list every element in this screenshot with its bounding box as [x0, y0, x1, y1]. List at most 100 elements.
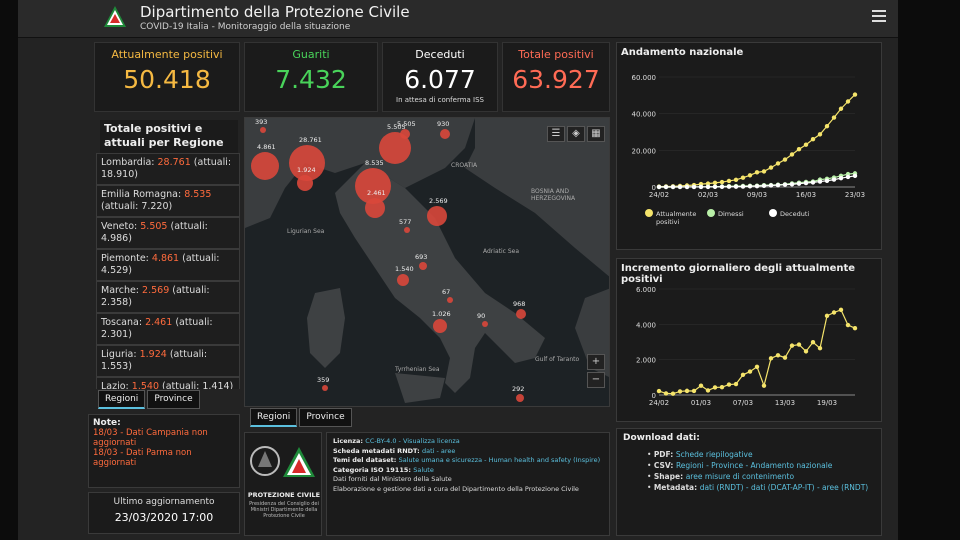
data-point[interactable]	[677, 389, 683, 394]
map-bubble[interactable]	[516, 394, 524, 402]
data-point[interactable]	[838, 307, 844, 313]
data-point[interactable]	[782, 355, 788, 360]
data-point[interactable]	[796, 181, 802, 186]
data-point[interactable]	[789, 343, 795, 348]
region-item[interactable]: Marche: 2.569 (attuali: 2.358)	[96, 281, 240, 313]
data-point[interactable]	[824, 313, 830, 319]
data-point[interactable]	[810, 137, 816, 142]
map-tab-regioni[interactable]: Regioni	[250, 408, 298, 427]
data-point[interactable]	[782, 182, 788, 187]
zoom-in-button[interactable]: +	[587, 354, 605, 370]
data-point[interactable]	[719, 179, 725, 185]
data-point[interactable]	[754, 364, 760, 369]
data-point[interactable]	[740, 184, 746, 189]
data-point[interactable]	[845, 99, 851, 104]
map-bubble[interactable]	[419, 262, 427, 270]
map-bubble[interactable]	[516, 309, 526, 319]
data-point[interactable]	[705, 184, 711, 190]
data-point[interactable]	[726, 178, 732, 184]
data-point[interactable]	[733, 177, 739, 183]
data-point[interactable]	[754, 183, 760, 189]
data-point[interactable]	[817, 132, 823, 137]
data-point[interactable]	[656, 184, 662, 190]
data-point[interactable]	[831, 115, 837, 120]
data-point[interactable]	[747, 184, 753, 189]
data-point[interactable]	[761, 169, 767, 174]
data-point[interactable]	[775, 161, 781, 166]
data-point[interactable]	[747, 173, 753, 178]
map-bubble[interactable]	[447, 297, 453, 303]
map-tab-province[interactable]: Province	[299, 408, 352, 427]
download-link[interactable]: aree misure di contenimento	[685, 472, 795, 481]
legend-label[interactable]: Deceduti	[780, 210, 809, 218]
data-point[interactable]	[705, 388, 711, 393]
data-point[interactable]	[838, 106, 844, 111]
data-point[interactable]	[810, 180, 816, 185]
data-point[interactable]	[684, 388, 690, 394]
map-bubble[interactable]	[322, 385, 328, 391]
data-point[interactable]	[824, 123, 830, 129]
data-point[interactable]	[845, 174, 851, 180]
data-point[interactable]	[782, 157, 788, 162]
data-point[interactable]	[817, 346, 823, 351]
data-point[interactable]	[810, 339, 816, 345]
list-icon[interactable]: ☰	[547, 126, 565, 142]
data-point[interactable]	[831, 310, 837, 315]
region-item[interactable]: Lazio: 1.540 (attuali: 1.414)	[96, 377, 240, 389]
map-bubble[interactable]	[433, 319, 447, 333]
data-point[interactable]	[733, 381, 739, 387]
data-point[interactable]	[789, 182, 795, 187]
map-bubble[interactable]	[482, 321, 488, 327]
download-link[interactable]: dati (RNDT) - dati (DCAT-AP-IT) - aree (…	[699, 483, 869, 492]
legend-label[interactable]: Attualmente positivi	[656, 210, 696, 226]
region-item[interactable]: Piemonte: 4.861 (attuali: 4.529)	[96, 249, 240, 281]
data-point[interactable]	[691, 184, 697, 190]
data-point[interactable]	[663, 184, 669, 190]
data-point[interactable]	[796, 147, 802, 152]
region-item[interactable]: Lombardia: 28.761 (attuali: 18.910)	[96, 153, 240, 185]
data-point[interactable]	[712, 184, 718, 190]
data-point[interactable]	[845, 322, 851, 328]
tab-regioni[interactable]: Regioni	[98, 390, 146, 409]
data-point[interactable]	[761, 183, 767, 189]
map-bubble[interactable]	[400, 129, 410, 139]
region-item[interactable]: Emilia Romagna: 8.535 (attuali: 7.220)	[96, 185, 240, 217]
map-bubble[interactable]	[440, 129, 450, 139]
data-point[interactable]	[670, 391, 676, 396]
data-point[interactable]	[831, 177, 837, 182]
zoom-out-button[interactable]: −	[587, 372, 605, 388]
data-point[interactable]	[803, 142, 809, 147]
data-point[interactable]	[803, 349, 809, 354]
data-point[interactable]	[775, 353, 781, 358]
map-bubble[interactable]	[297, 175, 313, 191]
data-point[interactable]	[691, 388, 697, 394]
data-point[interactable]	[838, 175, 844, 181]
data-point[interactable]	[817, 179, 823, 184]
data-point[interactable]	[852, 173, 858, 179]
hamburger-menu-icon[interactable]	[872, 10, 886, 22]
map-bubble[interactable]	[260, 127, 266, 133]
map-bubble[interactable]	[397, 274, 409, 286]
data-point[interactable]	[712, 385, 718, 390]
map-bubble[interactable]	[365, 198, 385, 218]
data-point[interactable]	[677, 184, 683, 190]
data-point[interactable]	[852, 326, 858, 331]
data-point[interactable]	[698, 184, 704, 190]
tab-province[interactable]: Province	[147, 390, 200, 409]
layers-icon[interactable]: ◈	[567, 126, 585, 142]
legend-label[interactable]: Dimessi	[718, 210, 744, 218]
info-value[interactable]: Salute umana e sicurezza - Human health …	[398, 456, 601, 464]
data-point[interactable]	[803, 180, 809, 186]
data-point[interactable]	[663, 391, 669, 396]
data-point[interactable]	[789, 152, 795, 157]
data-point[interactable]	[768, 183, 774, 188]
download-link[interactable]: Regioni - Province - Andamento nazionale	[675, 461, 833, 470]
info-value[interactable]: CC-BY-4.0 - Visualizza licenza	[365, 437, 460, 445]
data-point[interactable]	[740, 175, 746, 180]
data-point[interactable]	[796, 342, 802, 347]
data-point[interactable]	[824, 178, 830, 183]
italy-map[interactable]: 4.861 28.761 5.505 8.535 1.924 2.461 2.569 930 5…	[244, 117, 610, 407]
data-point[interactable]	[719, 184, 725, 190]
region-item[interactable]: Veneto: 5.505 (attuali: 4.986)	[96, 217, 240, 249]
data-point[interactable]	[719, 384, 725, 390]
